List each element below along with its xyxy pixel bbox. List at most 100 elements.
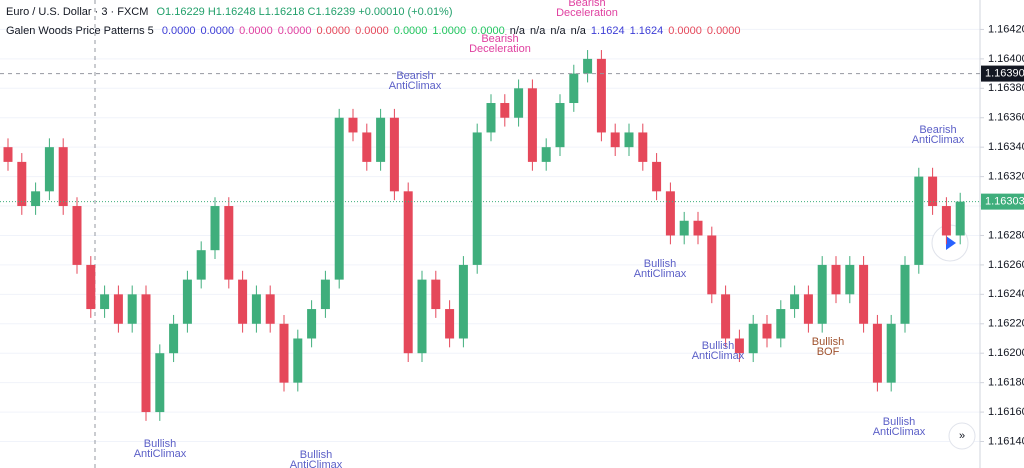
candle-body — [3, 147, 13, 162]
candle-body — [872, 323, 882, 383]
candle-body — [555, 103, 565, 148]
annotation: AntiClimax — [873, 426, 926, 438]
annotation: Bullish — [702, 340, 734, 352]
candle-body — [527, 88, 537, 162]
candle-body — [900, 264, 910, 324]
candle-body — [17, 161, 27, 207]
y-tick-label: 1.16140 — [988, 435, 1024, 447]
candle-body — [624, 132, 634, 148]
candle-body — [665, 191, 675, 236]
last-price-box — [981, 193, 1024, 210]
candle-body — [72, 206, 82, 265]
candle-body — [169, 323, 179, 354]
annotation: Bearish — [396, 70, 433, 82]
annotation: AntiClimax — [389, 80, 442, 92]
candle-body — [445, 309, 455, 339]
candle-body — [251, 294, 261, 324]
candle-body — [458, 264, 468, 339]
candle-body — [941, 206, 951, 236]
y-tick-label: 1.16160 — [988, 406, 1024, 418]
candle-body — [845, 264, 855, 295]
candle-body — [541, 147, 551, 162]
candle-body — [776, 309, 786, 339]
candle-body — [362, 132, 372, 162]
y-tick-label: 1.16200 — [988, 347, 1024, 359]
indicator-value: n/a — [509, 25, 526, 37]
annotation: Bearish — [481, 33, 518, 45]
scroll-button[interactable] — [948, 422, 976, 450]
candle-body — [638, 132, 648, 162]
scroll-icon[interactable]: » — [959, 430, 965, 442]
y-tick-label: 1.16400 — [988, 53, 1024, 65]
candle-body — [583, 58, 593, 74]
candle-body — [721, 294, 731, 339]
y-tick-label: 1.16420 — [988, 23, 1024, 35]
candle-body — [182, 279, 192, 324]
candle-body — [113, 294, 123, 324]
candle-body — [928, 176, 938, 207]
annotation: Bearish — [919, 124, 956, 136]
indicator-value: 0.0000 — [161, 25, 196, 37]
annotation: Bullish — [883, 416, 915, 428]
candle-body — [610, 132, 620, 148]
annotation: Bullish — [812, 336, 844, 348]
annotation: Bullish — [144, 438, 176, 450]
candle-body — [762, 323, 772, 339]
candle-body — [376, 117, 386, 162]
indicator-legend: Galen Woods Price Patterns 5 0.0000 0.000… — [6, 25, 746, 37]
candle-body — [196, 250, 206, 280]
candle-body — [831, 264, 841, 295]
indicator-value: 0.0000 — [239, 25, 273, 37]
y-tick-label: 1.16380 — [988, 82, 1024, 94]
candle-body — [403, 191, 413, 354]
candle-body — [431, 279, 441, 310]
annotation: AntiClimax — [134, 448, 187, 460]
candle-body — [514, 88, 524, 118]
candle-body — [210, 206, 220, 251]
candle-body — [734, 338, 744, 354]
candle-body — [238, 279, 248, 324]
candle-body — [320, 279, 330, 310]
symbol-title[interactable]: Euro / U.S. Dollar · 3 · FXCM — [6, 6, 149, 18]
indicator-value: 1.1624 — [590, 25, 625, 37]
candle-body — [44, 147, 54, 192]
candle-body — [389, 117, 399, 192]
annotation: AntiClimax — [290, 459, 343, 468]
candle-body — [596, 58, 606, 133]
crosshair-price-label: 1.16390 — [985, 67, 1024, 79]
candle-body — [348, 117, 358, 133]
y-tick-label: 1.16220 — [988, 318, 1024, 330]
candle-body — [141, 294, 151, 413]
candle-body — [486, 103, 496, 133]
indicator-name[interactable]: Galen Woods Price Patterns 5 — [6, 25, 154, 37]
header: Euro / U.S. Dollar · 3 · FXCM O1.16229 H… — [6, 6, 458, 18]
indicator-value: 0.0000 — [355, 25, 389, 37]
annotation: Bullish — [644, 258, 676, 270]
candle-body — [417, 279, 427, 354]
candle-body — [693, 220, 703, 236]
annotation: AntiClimax — [692, 350, 745, 362]
candle-body — [100, 294, 110, 310]
crosshair-price-box — [981, 65, 1024, 82]
indicator-value: 1.0000 — [432, 25, 467, 37]
y-tick-label: 1.16280 — [988, 229, 1024, 241]
last-price-label: 1.16303 — [985, 196, 1024, 208]
candle-body — [472, 132, 482, 265]
indicator-value: 0.0000 — [277, 25, 312, 37]
annotation: AntiClimax — [912, 134, 965, 146]
candle-body — [652, 161, 662, 192]
y-tick-label: 1.16320 — [988, 171, 1024, 183]
annotation: AntiClimax — [634, 268, 687, 280]
candle-body — [886, 323, 896, 383]
candle-body — [86, 264, 96, 310]
y-tick-label: 1.16360 — [988, 112, 1024, 124]
candle-body — [817, 264, 827, 324]
play-icon[interactable] — [946, 236, 956, 250]
indicator-value: 0.0000 — [706, 25, 741, 37]
indicator-value: n/a — [570, 25, 586, 37]
annotation: Deceleration — [556, 7, 618, 19]
indicator-value: 0.0000 — [471, 25, 505, 37]
candle-body — [127, 294, 137, 324]
